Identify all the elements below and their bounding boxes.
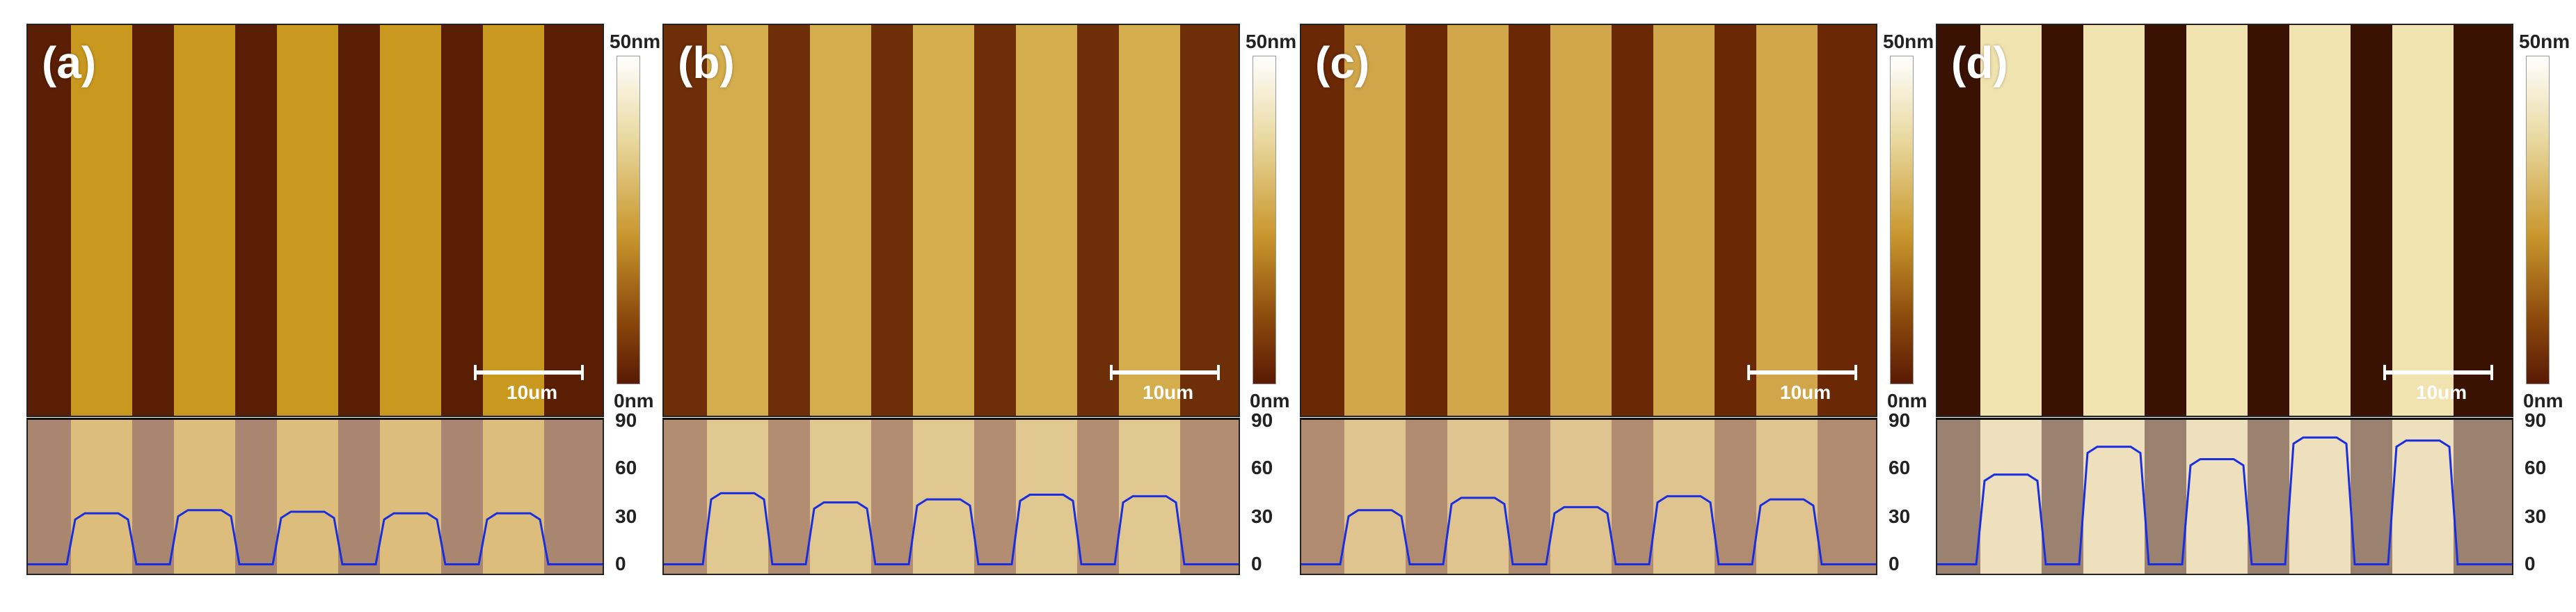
afm-stripe-5 — [483, 25, 544, 416]
y-tick-0: 0 — [2525, 553, 2536, 574]
y-tick-0: 0 — [1251, 553, 1262, 574]
colorbar-min-label: 0nm — [1250, 390, 1290, 411]
colorbar — [617, 56, 640, 384]
plot-overlay — [664, 420, 1239, 574]
afm-stripe-5 — [1756, 25, 1818, 416]
afm-panel-b: (b) 10um 50nm 0nm 90 60 30 0 — [662, 0, 1303, 612]
scale-bar — [1110, 365, 1220, 380]
afm-stripe-5 — [1119, 25, 1180, 416]
colorbar-min-label: 0nm — [1887, 390, 1927, 411]
panel-label: (d) — [1951, 38, 2008, 88]
scale-bar-label: 10um — [1780, 382, 1831, 403]
y-tick-90: 90 — [2525, 409, 2547, 431]
plot-overlay — [28, 420, 603, 574]
afm-stripe-5 — [2392, 25, 2454, 416]
height-profile-line — [1301, 495, 1876, 566]
plot-overlay — [1937, 420, 2512, 574]
height-profile-plot — [662, 418, 1240, 575]
afm-stripe-3 — [277, 25, 338, 416]
y-tick-30: 30 — [615, 505, 637, 527]
afm-stripe-3 — [2186, 25, 2248, 416]
y-tick-90: 90 — [615, 409, 637, 431]
y-tick-30: 30 — [1889, 505, 1911, 527]
panel-label: (b) — [678, 38, 735, 88]
scale-bar-label: 10um — [507, 382, 558, 403]
height-profile-plot — [1300, 418, 1877, 575]
height-profile-plot — [26, 418, 604, 575]
afm-stripe-2 — [810, 25, 871, 416]
colorbar-max-label: 50nm — [1246, 31, 1297, 52]
y-tick-60: 60 — [1889, 457, 1911, 478]
colorbar — [1253, 56, 1276, 384]
scale-bar — [2383, 365, 2493, 380]
panel-label: (a) — [42, 38, 97, 88]
y-tick-60: 60 — [615, 457, 637, 478]
colorbar-max-label: 50nm — [2519, 31, 2570, 52]
afm-stripe-1 — [1980, 25, 2042, 416]
panel-label: (c) — [1315, 38, 1370, 88]
afm-stripe-3 — [1550, 25, 1612, 416]
colorbar — [2526, 56, 2550, 384]
height-profile-line — [1937, 436, 2512, 566]
afm-stripe-3 — [913, 25, 974, 416]
y-tick-0: 0 — [615, 553, 626, 574]
y-tick-0: 0 — [1889, 553, 1900, 574]
y-tick-60: 60 — [2525, 457, 2547, 478]
y-tick-30: 30 — [2525, 505, 2547, 527]
afm-image — [662, 24, 1240, 417]
afm-stripe-1 — [71, 25, 132, 416]
afm-stripe-4 — [380, 25, 441, 416]
colorbar-min-label: 0nm — [614, 390, 654, 411]
afm-panel-d: (d) 10um 50nm 0nm 90 60 30 0 — [1936, 0, 2576, 612]
afm-stripe-2 — [1447, 25, 1509, 416]
scale-bar-label: 10um — [2416, 382, 2467, 403]
afm-stripe-4 — [2289, 25, 2351, 416]
scale-bar-label: 10um — [1143, 382, 1194, 403]
scale-bar — [474, 365, 584, 380]
y-tick-90: 90 — [1251, 409, 1273, 431]
height-profile-plot — [1936, 418, 2513, 575]
plot-overlay — [1301, 420, 1876, 574]
afm-stripe-1 — [707, 25, 768, 416]
scale-bar — [1747, 365, 1857, 380]
afm-panel-a: (a) 10um 50nm 0nm 90 60 30 0 — [26, 0, 667, 612]
colorbar-min-label: 0nm — [2523, 390, 2563, 411]
afm-panel-c: (c) 10um 50nm 0nm 90 60 30 0 — [1300, 0, 1940, 612]
y-tick-60: 60 — [1251, 457, 1273, 478]
afm-image — [1936, 24, 2513, 417]
afm-stripe-4 — [1653, 25, 1715, 416]
height-profile-line — [664, 492, 1239, 566]
colorbar — [1890, 56, 1914, 384]
y-tick-30: 30 — [1251, 505, 1273, 527]
afm-image — [26, 24, 604, 417]
colorbar-max-label: 50nm — [610, 31, 661, 52]
afm-image — [1300, 24, 1877, 417]
afm-stripe-2 — [174, 25, 235, 416]
afm-stripe-1 — [1344, 25, 1406, 416]
afm-stripe-2 — [2083, 25, 2145, 416]
afm-stripe-4 — [1016, 25, 1077, 416]
y-tick-90: 90 — [1889, 409, 1911, 431]
height-profile-line — [28, 509, 603, 566]
colorbar-max-label: 50nm — [1883, 31, 1934, 52]
